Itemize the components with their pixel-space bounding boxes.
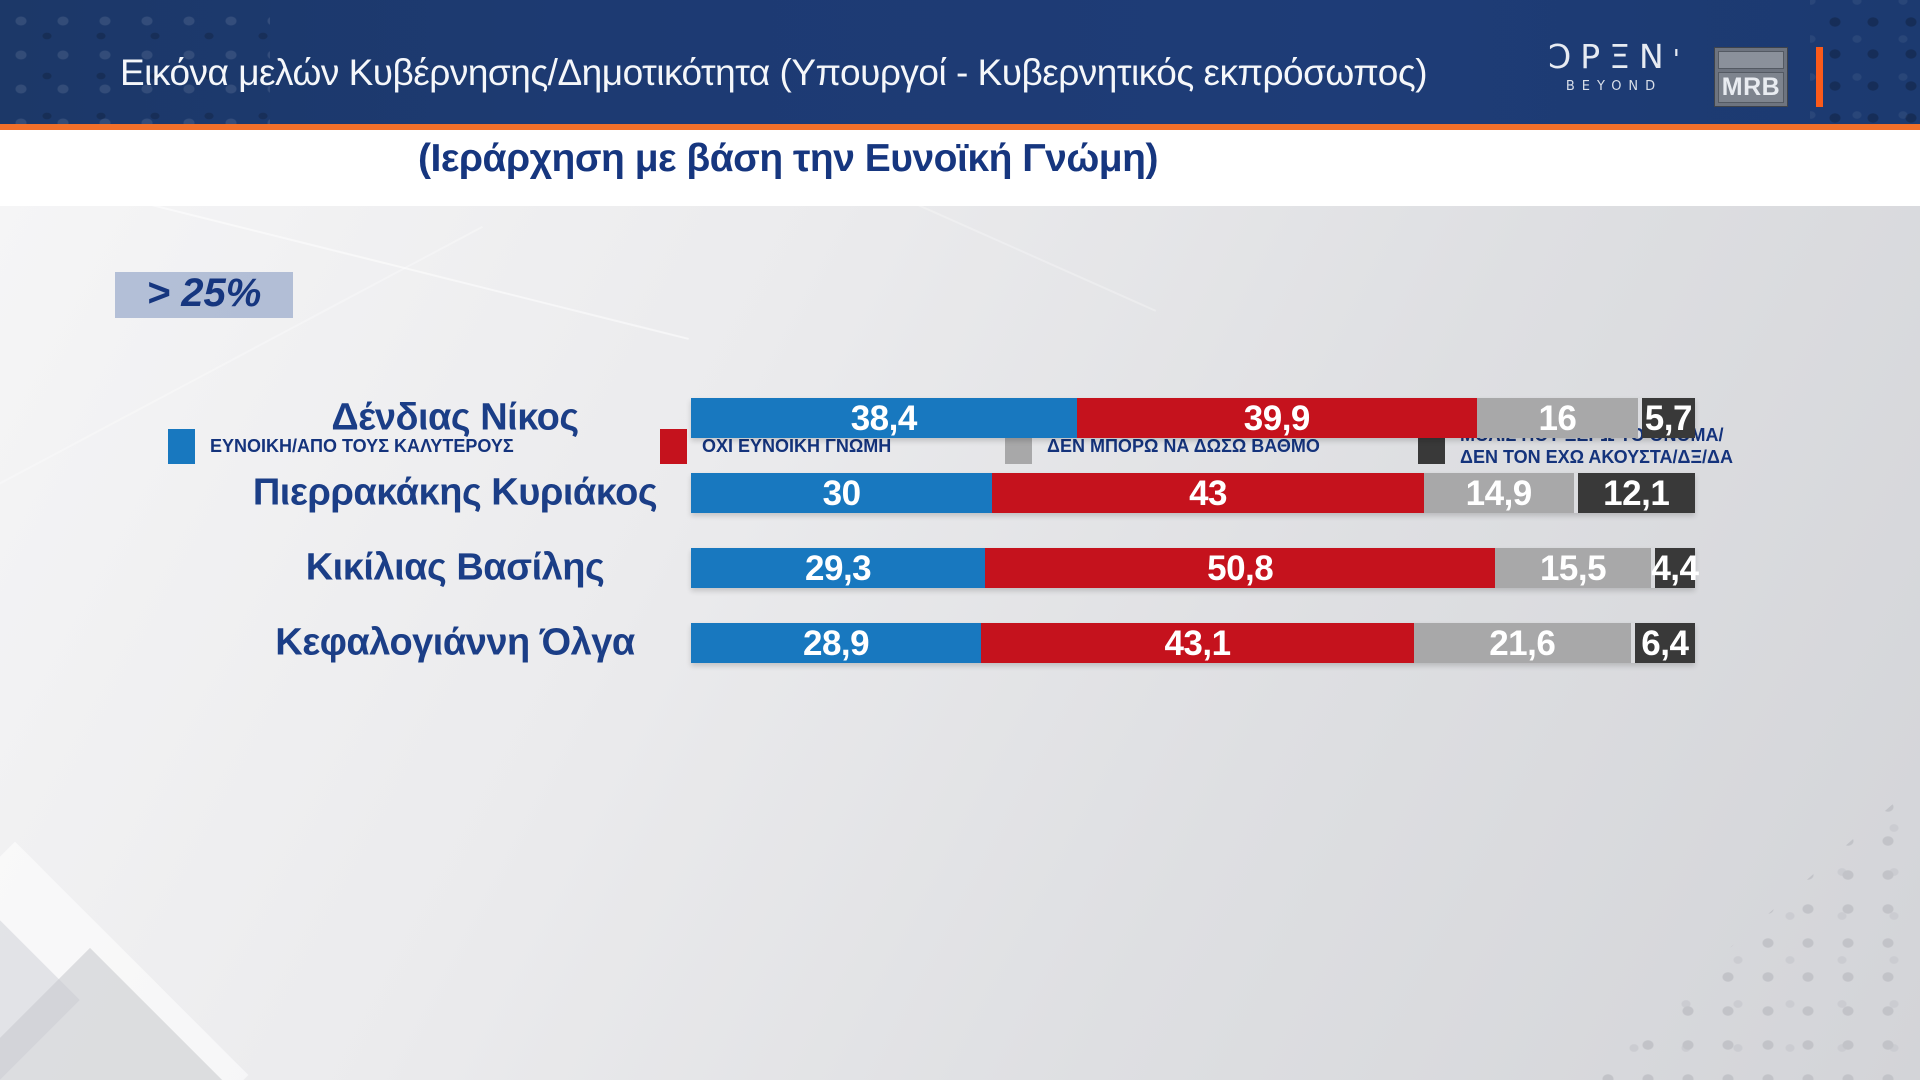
- minister-name: Δένδιας Νίκος: [331, 396, 579, 439]
- bar-value: 43,1: [1164, 623, 1231, 663]
- legend-item-cannot-grade: ΔΕΝ ΜΠΟΡΩ ΝΑ ΔΩΣΩ ΒΑΘΜΟ: [1005, 428, 1320, 464]
- bar-segment-barely-know: 12,1: [1577, 473, 1695, 513]
- bar-value: 21,6: [1489, 623, 1556, 663]
- bar-segment-barely-know: 5,7: [1641, 398, 1695, 438]
- bar-value: 5,7: [1644, 398, 1693, 438]
- bar-segment-barely-know: 4,4: [1651, 548, 1699, 588]
- bar-segment-favorable: 29,3: [691, 548, 986, 588]
- orange-accent-bar: [1816, 47, 1823, 107]
- bar-segment-unfavorable: 43,1: [981, 623, 1414, 663]
- stacked-bar: 29,3 50,8 15,5 4,4: [691, 548, 1699, 588]
- threshold-badge: > 25%: [115, 271, 293, 318]
- minister-name: Κεφαλογιάννη Όλγα: [275, 621, 635, 664]
- bar-segment-favorable: 30: [691, 473, 993, 513]
- header-bar: Εικόνα μελών Κυβέρνησης/Δημοτικότητα (Υπ…: [0, 0, 1920, 124]
- bar-value: 30: [822, 473, 861, 513]
- legend-swatch-favorable: [168, 428, 195, 464]
- bar-value: 12,1: [1603, 473, 1670, 513]
- bar-value: 15,5: [1539, 548, 1607, 588]
- subtitle-band: (Ιεράρχηση με βάση την Ευνοϊκή Γνώμη): [0, 130, 1920, 206]
- corner-dots-decor: [1580, 780, 1920, 1080]
- bar-value: 28,9: [803, 623, 870, 663]
- bar-value: 43: [1189, 473, 1228, 513]
- bar-segment-cannot-grade: 15,5: [1495, 548, 1651, 588]
- chart-area: ΕΥΝΟΙΚΗ/ΑΠΟ ΤΟΥΣ ΚΑΛΥΤΕΡΟΥΣ ΟΧΙ ΕΥΝΟΙΚΗ Γ…: [0, 206, 1920, 1080]
- bar-value: 29,3: [805, 548, 872, 588]
- stacked-bar: 38,4 39,9 16 5,7: [691, 398, 1695, 438]
- bar-value: 16: [1538, 398, 1577, 438]
- legend-item-unfavorable: ΟΧΙ ΕΥΝΟΙΚΗ ΓΝΩΜΗ: [660, 428, 891, 464]
- legend-item-favorable: ΕΥΝΟΙΚΗ/ΑΠΟ ΤΟΥΣ ΚΑΛΥΤΕΡΟΥΣ: [168, 428, 514, 464]
- bar-segment-barely-know: 6,4: [1634, 623, 1695, 663]
- open-logo-subtext: BEYOND: [1565, 79, 1663, 94]
- mrb-logo-top-block: [1718, 51, 1784, 69]
- header-dots-left-decor: [0, 0, 270, 124]
- legend-swatch-unfavorable: [660, 428, 687, 464]
- chart-subtitle: (Ιεράρχηση με βάση την Ευνοϊκή Γνώμη): [418, 137, 1158, 180]
- bar-value: 6,4: [1641, 623, 1689, 663]
- stacked-bar: 30 43 14,9 12,1: [691, 473, 1695, 513]
- bar-value: 38,4: [850, 398, 918, 438]
- bar-segment-cannot-grade: 16: [1477, 398, 1638, 438]
- bar-segment-unfavorable: 39,9: [1076, 398, 1478, 438]
- minister-name: Πιερρακάκης Κυριάκος: [252, 471, 658, 514]
- bar-row: Κικίλιας Βασίλης 29,3 50,8 15,5 4,4: [0, 546, 1920, 589]
- bar-segment-favorable: 28,9: [691, 623, 982, 663]
- bar-row: Δένδιας Νίκος 38,4 39,9 16 5,7: [0, 396, 1920, 439]
- legend-label-unfavorable: ΟΧΙ ΕΥΝΟΙΚΗ ΓΝΩΜΗ: [702, 435, 892, 456]
- bar-value: 4,4: [1651, 548, 1699, 588]
- bar-segment-unfavorable: 43: [992, 473, 1424, 513]
- bar-value: 39,9: [1243, 398, 1311, 438]
- legend-label-favorable: ΕΥΝΟΙΚΗ/ΑΠΟ ΤΟΥΣ ΚΑΛΥΤΕΡΟΥΣ: [210, 435, 514, 456]
- bar-segment-favorable: 38,4: [691, 398, 1077, 438]
- mrb-logo-text: MRB: [1718, 72, 1784, 103]
- minister-name: Κικίλιας Βασίλης: [305, 546, 605, 589]
- page-title: Εικόνα μελών Κυβέρνησης/Δημοτικότητα (Υπ…: [120, 52, 1428, 93]
- background-line-decor: [643, 206, 1157, 312]
- bar-segment-cannot-grade: 21,6: [1413, 623, 1631, 663]
- legend-label-cannot-grade: ΔΕΝ ΜΠΟΡΩ ΝΑ ΔΩΣΩ ΒΑΘΜΟ: [1047, 435, 1320, 456]
- open-tv-logo: ƆPΞN' BEYOND: [1544, 40, 1684, 94]
- mrb-logo: MRB: [1714, 47, 1788, 107]
- stacked-bar: 28,9 43,1 21,6 6,4: [691, 623, 1695, 663]
- header-dots-right-decor: [1810, 0, 1920, 124]
- bar-row: Πιερρακάκης Κυριάκος 30 43 14,9 12,1: [0, 471, 1920, 514]
- open-logo-wordmark: ƆPΞN': [1544, 40, 1684, 73]
- background-line-decor: [0, 206, 689, 340]
- bar-segment-cannot-grade: 14,9: [1423, 473, 1574, 513]
- bar-value: 14,9: [1465, 473, 1533, 513]
- bar-value: 50,8: [1207, 548, 1274, 588]
- bar-segment-unfavorable: 50,8: [985, 548, 1496, 588]
- open-logo-text: ƆPΞN: [1548, 37, 1673, 76]
- open-logo-mark: ': [1672, 45, 1680, 75]
- orange-divider: [0, 124, 1920, 130]
- bar-row: Κεφαλογιάννη Όλγα 28,9 43,1 21,6 6,4: [0, 621, 1920, 664]
